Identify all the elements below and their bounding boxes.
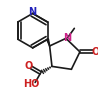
Text: O: O <box>92 47 98 57</box>
Text: N: N <box>64 33 72 43</box>
Text: HO: HO <box>23 79 39 89</box>
Text: O: O <box>25 61 33 71</box>
Text: N: N <box>29 7 37 17</box>
Polygon shape <box>47 39 50 46</box>
